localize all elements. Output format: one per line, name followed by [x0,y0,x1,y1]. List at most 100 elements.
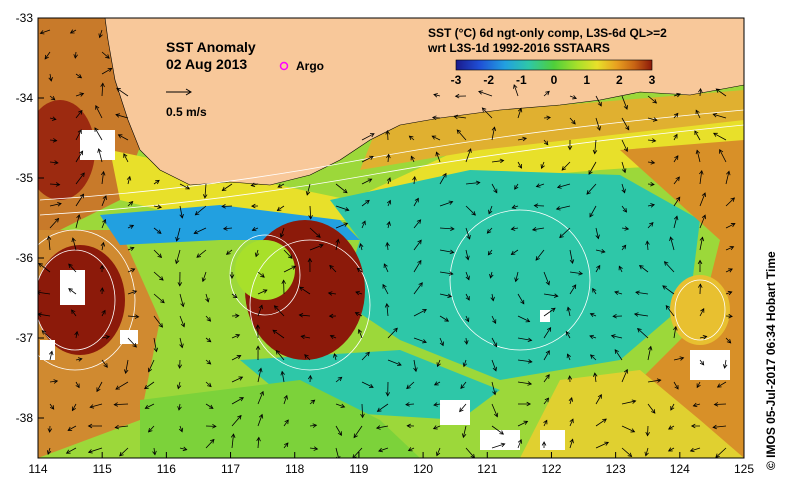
velocity-arrow [543,90,550,97]
velocity-arrow [647,138,657,143]
velocity-arrow [610,334,623,339]
velocity-arrow [433,93,441,98]
velocity-arrow [645,240,650,251]
velocity-arrow [465,205,476,216]
velocity-arrow [283,419,289,427]
velocity-arrow [387,327,398,339]
velocity-arrow [335,205,350,212]
velocity-arrow [75,214,81,229]
velocity-arrow [465,293,470,301]
velocity-arrow [543,327,552,339]
velocity-arrow [359,242,364,251]
y-tick-label: -36 [16,251,34,265]
velocity-arrow [123,359,129,375]
velocity-arrow [115,113,129,119]
velocity-arrow [385,130,390,141]
velocity-arrow [465,180,481,186]
velocity-arrow [614,290,623,296]
map-title-line1: SST Anomaly [166,39,256,55]
velocity-arrow [283,394,288,405]
colorbar-tick-label: -2 [483,73,494,87]
velocity-arrow [588,161,597,175]
velocity-arrow [464,337,469,345]
velocity-arrow [74,330,79,339]
velocity-arrow [231,355,242,361]
velocity-arrow [39,29,51,35]
velocity-arrow [460,381,467,390]
velocity-arrow [75,381,80,389]
velocity-arrow [621,244,627,251]
velocity-arrow [127,337,137,348]
velocity-arrow [89,403,103,409]
velocity-arrow [673,196,681,207]
velocity-arrow [566,306,571,317]
velocity-arrow [543,350,550,361]
velocity-arrow [621,226,630,231]
x-tick-label: 121 [477,462,497,476]
velocity-arrow [49,182,61,187]
velocity-arrow [46,447,52,455]
velocity-arrow [38,290,51,295]
velocity-arrow [101,68,113,75]
velocity-arrow [486,227,493,234]
velocity-arrow [699,169,704,185]
velocity-arrow [543,419,548,427]
velocity-arrow [329,264,337,273]
velocity-arrow [465,227,471,240]
velocity-arrow [698,88,703,97]
velocity-arrow [635,290,649,295]
velocity-arrow [119,447,129,457]
velocity-arrow [221,204,233,209]
velocity-arrow [725,268,733,273]
velocity-arrow [68,288,77,295]
colorbar-ticks: -3 -2 -1 0 1 2 3 [451,73,656,87]
velocity-arrow [517,439,523,449]
velocity-arrow [205,438,215,449]
velocity-arrow [49,160,59,165]
velocity-arrow [257,271,265,278]
velocity-arrow [255,324,261,339]
velocity-arrow [543,307,556,317]
velocity-arrow [361,351,370,361]
velocity-arrow [719,148,727,163]
velocity-arrow [647,160,656,165]
velocity-arrow [595,117,601,131]
velocity-arrow [251,226,259,232]
velocity-arrow [177,271,183,287]
velocity-arrow [621,183,626,194]
velocity-arrow [514,183,519,190]
velocity-arrow [491,381,497,396]
velocity-arrow [113,402,129,407]
velocity-arrow [153,271,164,281]
velocity-arrow [153,227,162,234]
velocity-arrow [73,51,78,59]
velocity-arrow [101,359,108,368]
velocity-arrow [647,403,656,414]
velocity-arrow [49,379,59,384]
velocity-arrow [589,334,597,340]
velocity-arrow [621,117,630,131]
velocity-arrow [96,381,103,393]
velocity-arrow [254,249,260,258]
velocity-arrow [647,345,653,361]
velocity-arrow [328,313,337,319]
velocity-arrow [205,315,212,322]
velocity-arrow [567,375,573,383]
velocity-arrow [638,265,649,273]
velocity-arrow [123,153,129,163]
velocity-arrow [491,126,497,141]
velocity-arrow [555,205,571,211]
velocity-arrow [144,381,155,390]
plot-frame [37,17,745,459]
velocity-arrow [100,170,106,185]
velocity-arrow [435,151,441,163]
velocity-arrow [329,334,337,340]
velocity-arrow [98,29,103,39]
velocity-arrow [153,293,165,304]
velocity-arrow [535,183,545,188]
velocity-arrow [569,284,577,295]
velocity-arrow [384,303,390,317]
velocity-arrow [101,218,107,229]
velocity-arrow [147,359,155,373]
argo-legend-label: Argo [296,59,324,73]
